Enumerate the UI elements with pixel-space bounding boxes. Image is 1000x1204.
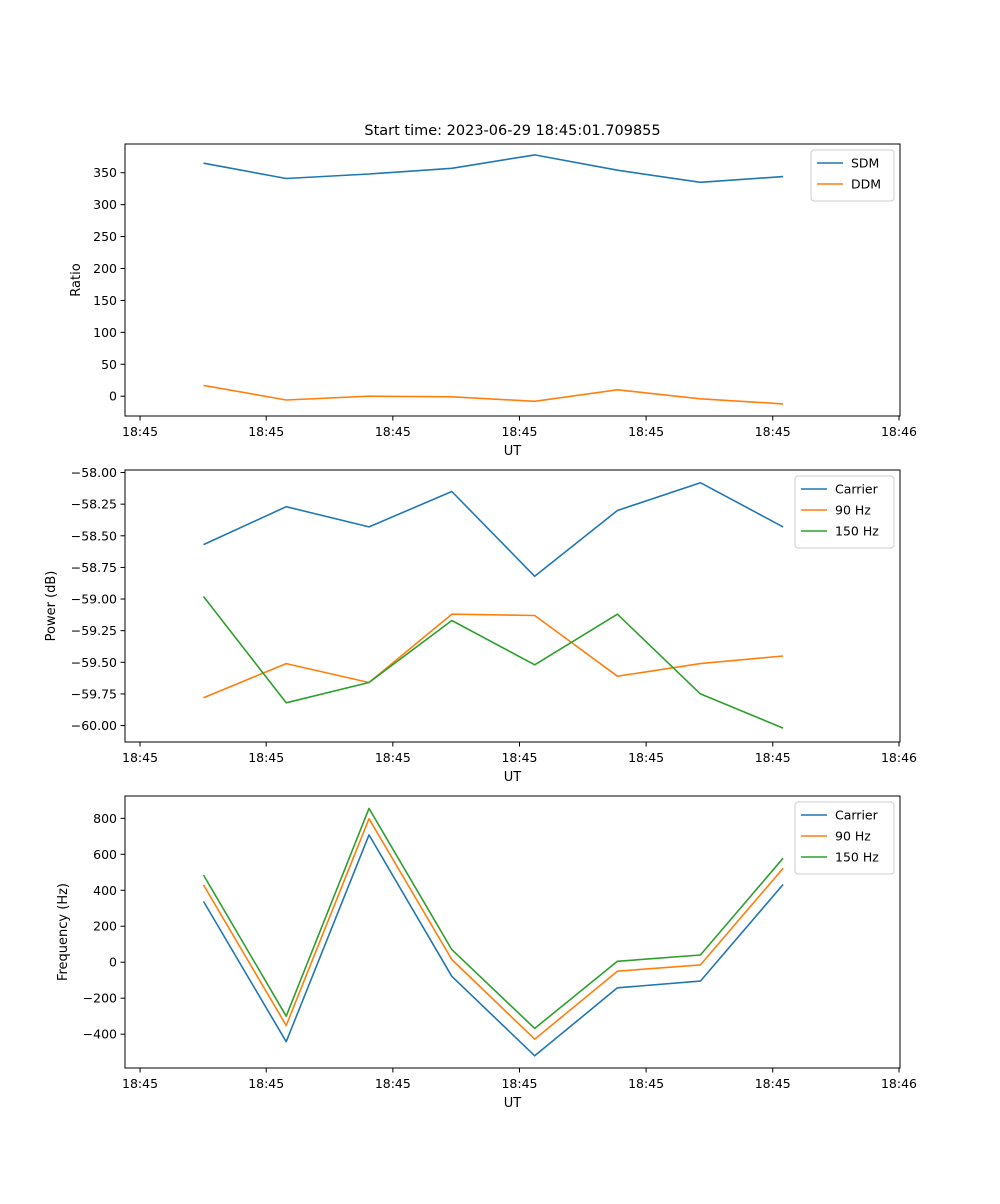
x-tick-label: 18:45 (122, 750, 158, 765)
series-line-90-hz (202, 817, 784, 1040)
y-tick-label: −60.00 (71, 718, 117, 733)
legend: Carrier 90 Hz 150 Hz (794, 475, 895, 549)
chart-panel-3: 18:45 18:45 18:45 18:45 18:45 18:45 18:46 −400 −… (56, 795, 917, 1111)
y-tick-label: −59.50 (71, 655, 117, 670)
y-tick-label: −58.00 (71, 465, 117, 480)
y-tick-label: −58.50 (71, 528, 117, 543)
y-tick-label: 50 (101, 357, 117, 372)
legend-entry: 150 Hz (835, 524, 879, 539)
x-tick-label: 18:45 (375, 750, 411, 765)
x-tick-label: 18:45 (755, 1076, 791, 1091)
x-tick-label: 18:45 (248, 1076, 284, 1091)
legend-entry: DDM (851, 177, 881, 192)
y-tick-label: 0 (109, 389, 117, 404)
legend-box (794, 475, 895, 549)
y-axis-label: Power (dB) (44, 571, 59, 642)
x-axis-label: UT (504, 1096, 522, 1111)
x-axis-label: UT (504, 444, 522, 459)
chart-title: Start time: 2023-06-29 18:45:01.709855 (364, 123, 660, 139)
y-tick-label: −200 (83, 991, 117, 1006)
x-tick-label: 18:45 (248, 750, 284, 765)
series-line-sdm (203, 154, 784, 184)
y-tick-label: 350 (93, 165, 117, 180)
x-tick-label: 18:45 (628, 424, 664, 439)
x-tick-label: 18:45 (501, 1076, 537, 1091)
plot-frame (124, 469, 901, 743)
y-tick-label: 200 (93, 919, 117, 934)
x-tick-label: 18:46 (881, 424, 917, 439)
x-tick-label: 18:45 (122, 1076, 158, 1091)
series-line-150-hz (202, 807, 784, 1030)
y-tick-label: −59.75 (71, 686, 117, 701)
y-tick-label: −58.25 (71, 497, 117, 512)
x-tick-label: 18:45 (248, 424, 284, 439)
x-tick-label: 18:45 (628, 750, 664, 765)
series-line-carrier (202, 834, 784, 1057)
x-tick-label: 18:45 (375, 1076, 411, 1091)
y-tick-label: 300 (93, 197, 117, 212)
y-tick-label: 0 (109, 955, 117, 970)
y-tick-label: 800 (93, 811, 117, 826)
y-tick-label: 600 (93, 847, 117, 862)
x-tick-label: 18:45 (628, 1076, 664, 1091)
legend-entry: Carrier (835, 482, 879, 497)
plot-frame (124, 143, 901, 417)
x-tick-label: 18:46 (881, 1076, 917, 1091)
x-tick-label: 18:45 (375, 424, 411, 439)
y-tick-label: 200 (93, 261, 117, 276)
chart-panel-2: 18:45 18:45 18:45 18:45 18:45 18:45 18:46 −58.0… (44, 465, 917, 785)
legend: SDM DDM (810, 149, 895, 202)
series-line-90-hz (203, 613, 784, 699)
x-tick-label: 18:45 (501, 750, 537, 765)
y-tick-label: 400 (93, 883, 117, 898)
x-tick-label: 18:45 (122, 424, 158, 439)
x-axis-label: UT (504, 770, 522, 785)
series-line-ddm (203, 384, 784, 405)
series-line-carrier (203, 481, 784, 578)
x-tick-label: 18:45 (755, 424, 791, 439)
legend: Carrier 90 Hz 150 Hz (794, 801, 895, 875)
legend-entry: 90 Hz (835, 829, 871, 844)
y-tick-label: 150 (93, 293, 117, 308)
y-axis-label: Frequency (Hz) (56, 883, 71, 981)
legend-entry: Carrier (835, 808, 879, 823)
y-tick-label: −400 (83, 1027, 117, 1042)
plot-frame (124, 795, 901, 1069)
y-tick-label: 100 (93, 325, 117, 340)
chart-panel-1: Start time: 2023-06-29 18:45:01.709855 18… (69, 123, 917, 459)
y-axis-label: Ratio (69, 263, 84, 296)
y-tick-label: 250 (93, 229, 117, 244)
legend-entry: 90 Hz (835, 503, 871, 518)
y-tick-label: −59.00 (71, 592, 117, 607)
series-line-150-hz (202, 596, 784, 729)
x-tick-label: 18:45 (501, 424, 537, 439)
x-tick-label: 18:45 (755, 750, 791, 765)
legend-entry: 150 Hz (835, 850, 879, 865)
legend-entry: SDM (851, 156, 879, 171)
legend-box (794, 801, 895, 875)
x-tick-label: 18:46 (881, 750, 917, 765)
y-tick-label: −58.75 (71, 560, 117, 575)
y-tick-label: −59.25 (71, 623, 117, 638)
